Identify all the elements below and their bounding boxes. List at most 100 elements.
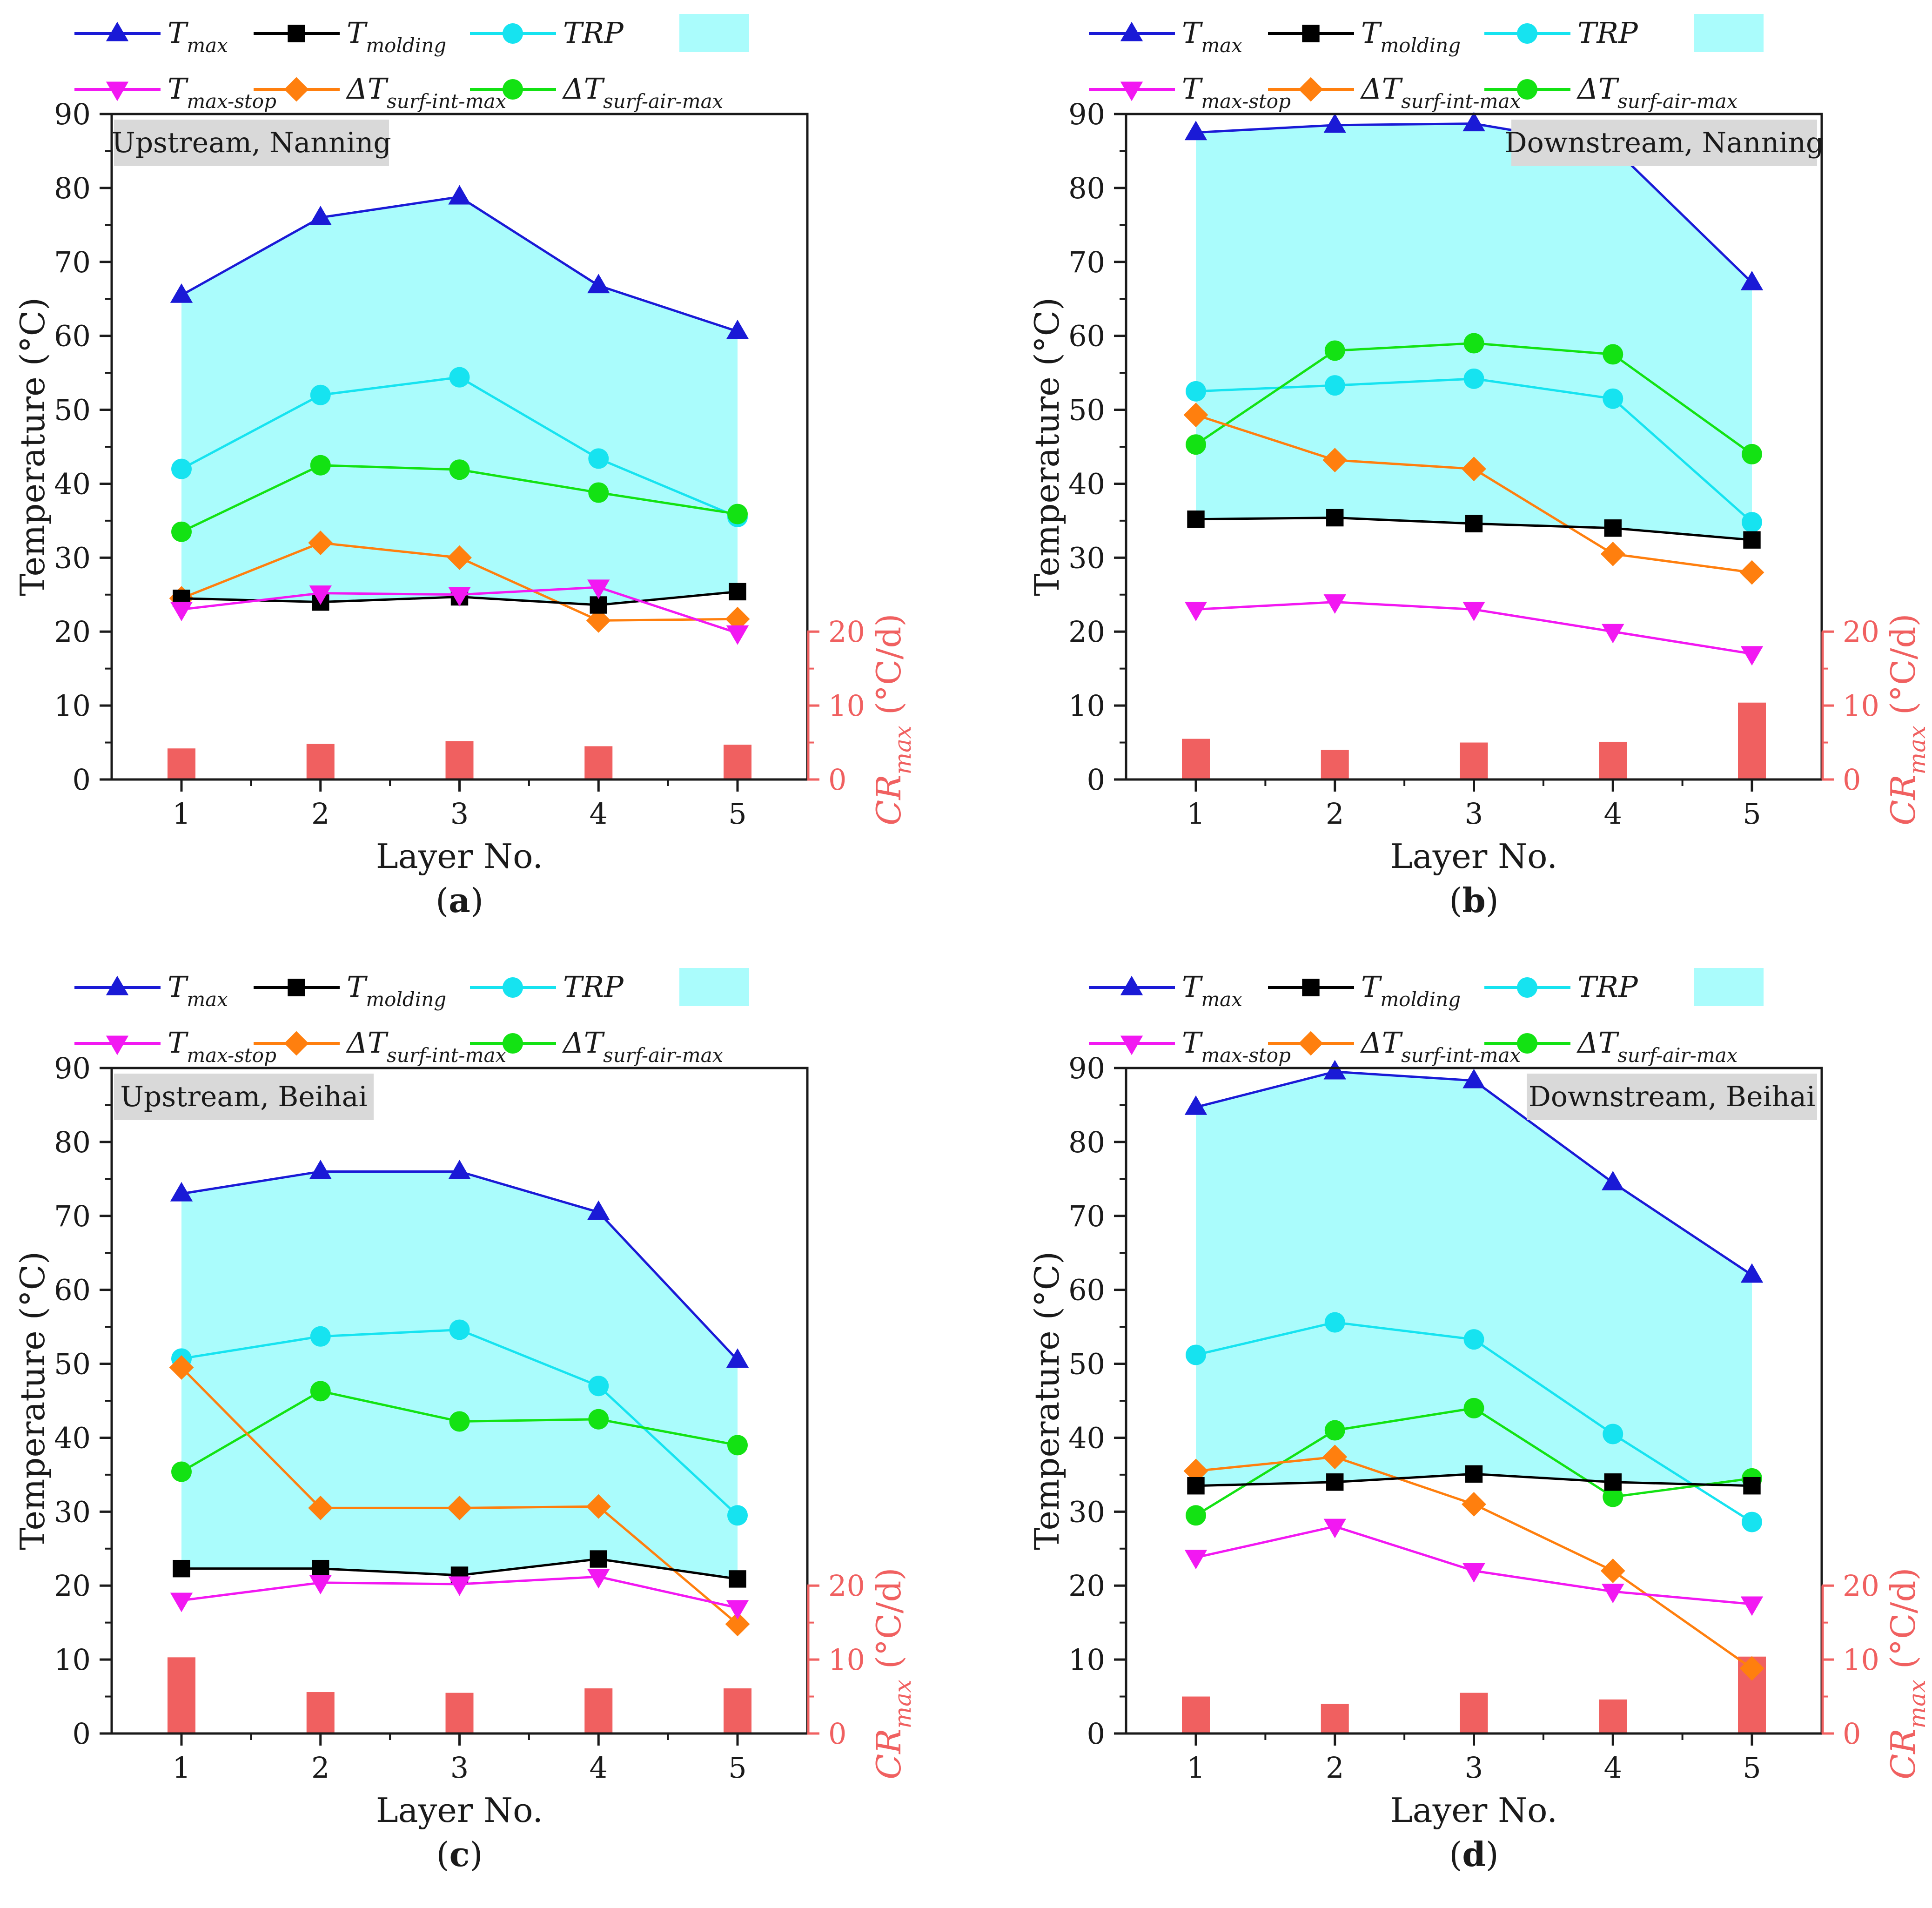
cr-max-bar	[445, 741, 474, 779]
series-t-max	[170, 1160, 749, 1368]
cr-max-bar	[168, 1657, 195, 1733]
x-tick-label: 5	[728, 1751, 746, 1785]
data-point	[1324, 340, 1345, 361]
legend-circle-marker	[503, 23, 523, 44]
data-point	[1183, 403, 1208, 428]
legend-entry-dt-surf-int-max: ΔTsurf-int-max	[254, 1026, 506, 1067]
legend-label: ΔTsurf-air-max	[562, 1026, 724, 1067]
y-tick-label: 40	[1068, 467, 1105, 501]
legend-entry-dt-surf-air-max: ΔTsurf-air-max	[1484, 72, 1738, 113]
y-tick-label: 70	[1068, 1199, 1105, 1233]
cr-max-bar	[1321, 750, 1349, 779]
legend-label: Tmolding	[347, 16, 446, 57]
y2-tick-label: 0	[828, 763, 846, 797]
data-point	[1602, 1170, 1624, 1190]
data-point	[1324, 1312, 1345, 1333]
data-point	[170, 1592, 193, 1612]
x-tick-label: 2	[1326, 797, 1344, 831]
y2-tick-label: 10	[828, 689, 865, 723]
legend-circle-marker	[503, 1033, 523, 1054]
data-point	[449, 459, 470, 480]
y-tick-label: 20	[54, 615, 91, 649]
data-point	[448, 185, 471, 205]
legend-label: Tmax	[1182, 16, 1242, 57]
series-t-max	[170, 185, 749, 339]
legend-trp-band-swatch	[1694, 968, 1764, 1006]
legend-entry-dt-surf-air-max: ΔTsurf-air-max	[1484, 1026, 1738, 1067]
legend-triangle-up-marker	[106, 21, 129, 41]
data-point	[1326, 509, 1344, 527]
legend-square-marker	[1302, 979, 1320, 996]
cr-max-bar	[724, 1688, 751, 1733]
chart-panel-a: Tmax Tmolding TRP Tmax-stop ΔTsurf-int-max ΔT…	[0, 0, 966, 954]
x-tick-label: 3	[1465, 797, 1483, 831]
y-tick-label: 20	[1068, 1569, 1105, 1603]
cr-max-bar	[306, 744, 335, 779]
data-point	[588, 448, 609, 469]
legend-diamond-marker	[284, 77, 309, 102]
data-point	[1604, 519, 1622, 537]
y-tick-label: 10	[54, 689, 91, 723]
data-point	[1740, 646, 1764, 666]
legend-entry-t-molding: Tmolding	[254, 16, 446, 57]
series-dt-surf-int-max	[169, 531, 750, 633]
data-point	[590, 1550, 607, 1568]
series-trp	[1186, 1312, 1762, 1532]
cr-max-bar	[1460, 1693, 1488, 1733]
legend-triangle-down-marker	[1120, 81, 1143, 101]
trp-band	[1196, 1071, 1752, 1486]
y-tick-label: 70	[1068, 245, 1105, 279]
legend-square-marker	[1302, 25, 1320, 42]
y-tick-label: 50	[54, 393, 91, 427]
x-tick-label: 5	[1743, 797, 1761, 831]
panel-title: Upstream, Nanning	[112, 127, 391, 159]
panel-title: Downstream, Nanning	[1505, 127, 1824, 159]
data-point	[1462, 1492, 1486, 1517]
y-tick-label: 90	[54, 97, 91, 131]
series-t-molding	[1187, 1465, 1761, 1495]
x-tick-label: 1	[172, 1751, 190, 1785]
y-tick-label: 20	[54, 1569, 91, 1603]
y-tick-label: 0	[73, 1717, 91, 1751]
y-tick-label: 60	[1068, 1273, 1105, 1307]
data-point	[1743, 1477, 1761, 1495]
trp-band	[181, 196, 738, 605]
data-point	[308, 531, 333, 555]
x-tick-label: 1	[1187, 1751, 1205, 1785]
y-tick-label: 10	[1068, 689, 1105, 723]
data-point	[727, 1435, 748, 1456]
data-point	[1323, 1060, 1346, 1080]
legend-label: TRP	[1577, 970, 1638, 1004]
data-point	[1603, 1424, 1623, 1444]
legend-diamond-marker	[284, 1031, 309, 1056]
cr-max-bar	[168, 748, 195, 779]
chart-panel-b: Tmax Tmolding TRP Tmax-stop ΔTsurf-int-max ΔT…	[1014, 0, 1932, 954]
y-tick-label: 0	[1087, 763, 1105, 797]
data-point	[1184, 121, 1208, 141]
x-tick-label: 2	[311, 797, 329, 831]
data-point	[1739, 1656, 1764, 1681]
y-tick-label: 60	[54, 1273, 91, 1307]
data-point	[449, 367, 470, 388]
chart-svg: Tmax Tmolding TRP Tmax-stop ΔTsurf-int-max ΔT…	[1027, 14, 1931, 920]
legend-label: ΔTsurf-air-max	[1576, 72, 1738, 113]
cr-max-bar	[1460, 742, 1488, 779]
legend-entry-dt-surf-int-max: ΔTsurf-int-max	[1268, 1026, 1521, 1067]
y-tick-label: 80	[54, 1125, 91, 1159]
series-dt-surf-air-max	[171, 455, 748, 542]
legend-entry-t-max: Tmax	[74, 16, 228, 57]
x-tick-label: 4	[1604, 1751, 1622, 1785]
y-tick-label: 50	[1068, 393, 1105, 427]
legend-entry-t-molding: Tmolding	[1268, 16, 1461, 57]
legend-label: Tmax-stop	[1182, 72, 1291, 113]
data-point	[1739, 560, 1764, 585]
legend-triangle-up-marker	[1120, 21, 1143, 41]
panel-title-box: Upstream, Beihai	[114, 1074, 374, 1120]
legend-circle-marker	[1517, 23, 1537, 44]
data-point	[725, 1612, 750, 1637]
series-t-molding	[1187, 509, 1761, 549]
panel-title-box: Downstream, Nanning	[1505, 120, 1824, 166]
y-tick-label: 60	[1068, 319, 1105, 353]
y-tick-label: 40	[54, 1421, 91, 1455]
legend-label: ΔTsurf-int-max	[346, 1026, 506, 1067]
